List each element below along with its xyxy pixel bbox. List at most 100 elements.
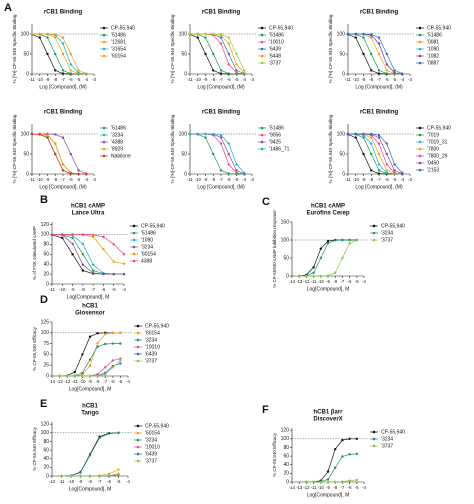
y-axis-label: % CP-55,940 Efficacy: [32, 326, 37, 370]
data-point: [81, 374, 84, 378]
x-tick-label: -12: [49, 479, 56, 484]
data-point: [112, 260, 115, 263]
chart-subtitle: DiscoverX: [313, 417, 342, 423]
y-tick-label: 100: [179, 131, 188, 137]
x-tick-label: -6: [348, 485, 352, 490]
data-point: [312, 266, 315, 269]
data-point: [117, 468, 120, 471]
x-tick-label: -5: [77, 177, 81, 182]
data-point: [298, 274, 301, 278]
legend-label: '6439: [145, 351, 157, 357]
x-tick-label: -8: [81, 287, 85, 292]
legend-marker: [102, 147, 106, 151]
data-point: [334, 480, 337, 484]
legend-label: CP-55,940: [145, 423, 169, 429]
data-point: [91, 235, 95, 239]
data-point: [377, 142, 381, 145]
y-tick-label: 120: [281, 427, 290, 433]
x-tick-label: -10: [37, 177, 44, 182]
y-tick-label: 50: [283, 255, 289, 261]
x-axis-label: Log[Compound], M: [69, 386, 112, 392]
legend-marker: [418, 147, 422, 151]
legend-label: '6448: [269, 53, 281, 59]
legend-marker: [132, 231, 136, 235]
legend-marker: [132, 259, 136, 263]
data-point: [362, 52, 365, 56]
x-tick-label: -6: [227, 177, 231, 182]
y-tick-label: 40: [43, 456, 49, 462]
x-tick-label: -4: [84, 77, 88, 82]
data-point: [243, 69, 246, 72]
legend-label: '6439: [269, 46, 281, 52]
x-tick-label: -5: [112, 287, 116, 292]
legend-label: '0450: [427, 160, 439, 166]
data-point: [385, 171, 388, 174]
panel-label: C: [262, 196, 270, 208]
data-point: [243, 71, 246, 75]
legend-label: CP-55,940: [141, 223, 165, 229]
x-tick-label: -4: [126, 479, 130, 484]
curve: [190, 33, 245, 71]
y-tick-label: 20: [43, 271, 49, 277]
data-point: [385, 69, 388, 72]
data-point: [393, 171, 396, 174]
legend-marker: [260, 33, 264, 37]
data-point: [111, 331, 115, 334]
legend-label: '60154: [145, 430, 160, 436]
data-point: [69, 152, 72, 156]
data-point: [107, 472, 111, 476]
data-point: [104, 373, 107, 376]
data-point: [54, 69, 57, 72]
legend-label: '0887: [427, 60, 439, 66]
data-point: [370, 132, 373, 136]
curve: [190, 133, 245, 174]
chart-title: rCB1 Binding: [360, 10, 399, 16]
data-point: [362, 36, 365, 39]
data-point: [326, 242, 330, 245]
legend-marker: [418, 61, 422, 65]
y-tick-label: 50: [181, 151, 187, 157]
data-point: [91, 263, 95, 266]
x-tick-label: -5: [235, 177, 239, 182]
data-point: [188, 32, 192, 36]
y-axis-label: % [³H]-CP-55,940 Specific Binding: [12, 14, 17, 83]
y-tick-label: 100: [179, 31, 188, 37]
x-tick-label: -10: [353, 177, 360, 182]
chart-title: rCB1 Binding: [202, 110, 241, 116]
legend-marker: [260, 26, 264, 30]
legend-label: '1090: [427, 46, 439, 52]
x-tick-label: -8: [53, 177, 57, 182]
x-tick-label: -8: [96, 379, 100, 384]
legend-marker: [418, 26, 422, 30]
data-point: [355, 239, 358, 242]
data-point: [73, 370, 77, 374]
y-tick-label: 0: [46, 281, 49, 287]
data-point: [393, 69, 396, 72]
legend-label: '7800: [427, 146, 439, 152]
y-tick-label: 125: [41, 319, 50, 325]
data-point: [370, 169, 373, 172]
data-point: [204, 132, 207, 136]
legend-marker: [372, 430, 376, 434]
data-point: [377, 72, 381, 75]
x-tick-label: -11: [345, 177, 352, 182]
data-point: [235, 63, 238, 66]
data-point: [119, 331, 122, 334]
x-tick-label: -7: [61, 77, 65, 82]
x-tick-label: -11: [187, 77, 194, 82]
data-point: [362, 132, 365, 136]
chart-title: rCB1 Binding: [44, 110, 83, 116]
data-point: [102, 235, 105, 239]
curve: [31, 33, 87, 75]
data-point: [117, 431, 120, 434]
curve: [59, 360, 121, 377]
y-tick-label: 20: [43, 465, 49, 471]
x-tick-label: -6: [69, 177, 73, 182]
x-tick-label: -14: [49, 379, 56, 384]
x-tick-label: -3: [250, 77, 254, 82]
data-point: [354, 36, 357, 39]
data-point: [77, 172, 80, 176]
data-point: [196, 36, 199, 39]
data-point: [81, 242, 85, 246]
